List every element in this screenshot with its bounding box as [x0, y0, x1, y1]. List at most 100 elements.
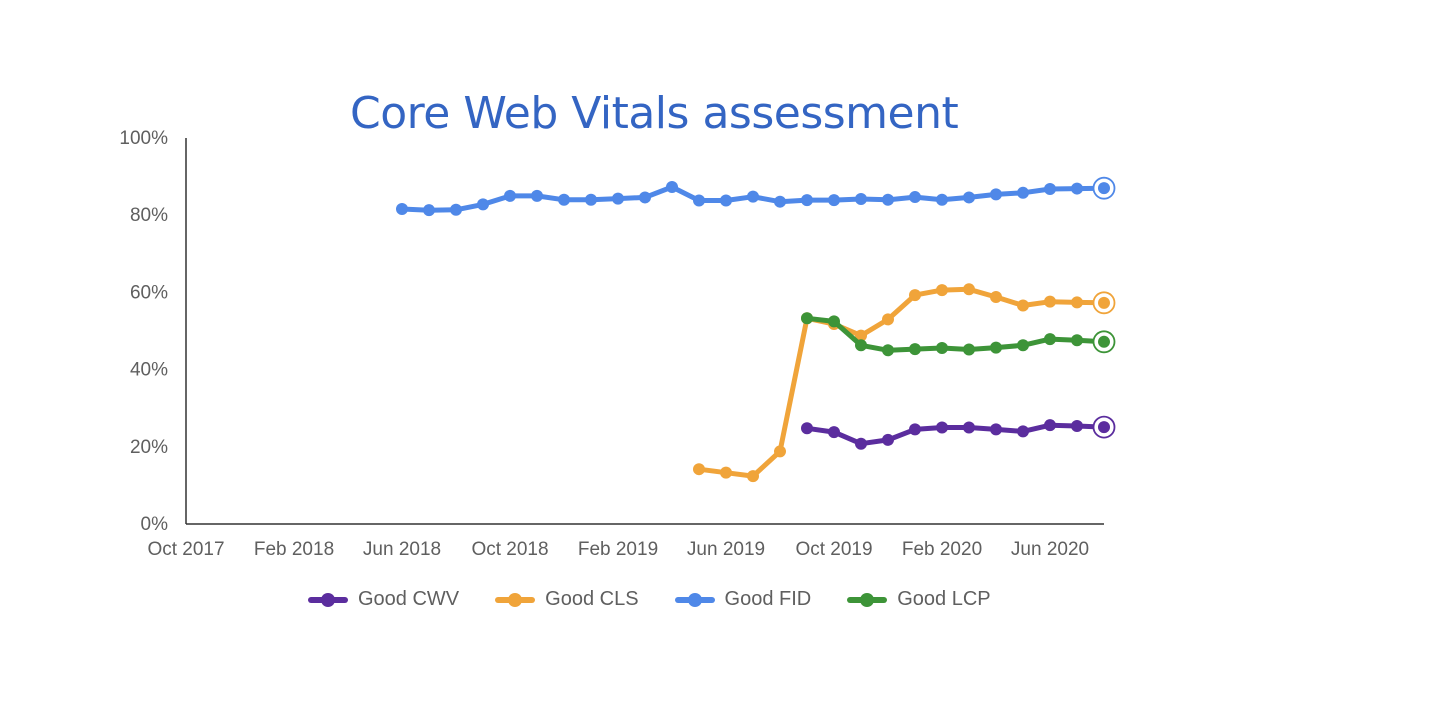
legend-label: Good CLS — [545, 588, 639, 610]
data-point — [990, 423, 1002, 436]
data-point — [963, 421, 975, 434]
series-good-cwv — [801, 415, 1116, 450]
data-point — [774, 445, 786, 458]
data-point — [1017, 339, 1029, 352]
legend-swatch — [495, 592, 536, 607]
data-point — [801, 312, 813, 325]
data-point — [882, 313, 894, 326]
legend-swatch-dot — [860, 592, 875, 607]
legend-swatch-dot — [687, 592, 702, 607]
legend-item: Good CWV — [308, 588, 459, 611]
data-point — [450, 203, 462, 216]
last-data-point — [1098, 335, 1110, 348]
data-point — [720, 466, 732, 479]
data-point — [504, 189, 516, 202]
last-data-point — [1098, 182, 1110, 195]
data-point — [855, 329, 867, 342]
data-point — [747, 190, 759, 203]
data-point — [585, 193, 597, 206]
data-point — [1044, 182, 1056, 195]
series-line — [804, 422, 1107, 447]
data-point — [693, 194, 705, 207]
data-point — [1044, 419, 1056, 432]
data-point — [936, 421, 948, 434]
legend-swatch-dot — [508, 592, 523, 607]
series-line — [804, 315, 1107, 353]
legend-swatch — [847, 592, 888, 607]
y-tick-label: 0% — [141, 514, 169, 535]
x-tick-label: Jun 2019 — [687, 539, 765, 560]
data-point — [801, 422, 813, 435]
data-point — [774, 195, 786, 208]
data-point — [909, 343, 921, 356]
series-good-cls — [693, 283, 1116, 483]
data-point — [1017, 299, 1029, 312]
data-point — [423, 204, 435, 217]
data-point — [828, 194, 840, 207]
x-tick-label: Feb 2020 — [902, 539, 982, 560]
series-good-fid — [396, 176, 1116, 217]
data-point — [747, 470, 759, 483]
series-lines — [396, 176, 1116, 483]
data-point — [882, 344, 894, 357]
legend-item: Good LCP — [847, 588, 991, 611]
data-point — [558, 193, 570, 206]
data-point — [801, 194, 813, 207]
y-tick-label: 60% — [130, 282, 168, 303]
data-point — [666, 181, 678, 194]
legend-item: Good CLS — [495, 588, 639, 611]
legend-label: Good FID — [724, 588, 812, 610]
data-point — [531, 189, 543, 202]
chart-title: Core Web Vitals assessment — [350, 88, 959, 139]
data-point — [1071, 419, 1083, 432]
y-tick-label: 40% — [130, 360, 168, 381]
data-point — [990, 291, 1002, 304]
x-tick-label: Oct 2019 — [795, 539, 872, 560]
x-tick-label: Feb 2019 — [578, 539, 658, 560]
data-point — [1071, 334, 1083, 347]
data-point — [882, 433, 894, 446]
data-point — [936, 193, 948, 206]
series-good-lcp — [801, 312, 1116, 357]
data-point — [990, 341, 1002, 354]
data-point — [909, 423, 921, 436]
chart-legend: Good CWV Good CLS Good FID Good LCP — [308, 588, 1027, 611]
data-point — [936, 341, 948, 354]
data-point — [828, 315, 840, 328]
data-point — [1017, 425, 1029, 438]
legend-item: Good FID — [674, 588, 812, 611]
last-data-point — [1098, 421, 1110, 434]
data-point — [396, 203, 408, 216]
series-line — [696, 286, 1107, 479]
last-data-point — [1098, 296, 1110, 309]
data-point — [855, 437, 867, 450]
x-tick-label: Oct 2018 — [471, 539, 548, 560]
data-point — [963, 191, 975, 204]
data-point — [1071, 296, 1083, 309]
y-tick-label: 80% — [130, 205, 168, 226]
x-tick-label: Oct 2017 — [147, 539, 224, 560]
data-point — [909, 191, 921, 204]
data-point — [1071, 182, 1083, 195]
axes: 0% 20% 40% 60% 80% 100% Oct 2017 Feb 2018 Jun 20… — [119, 128, 1104, 560]
data-point — [1044, 295, 1056, 308]
data-point — [1044, 333, 1056, 346]
data-point — [639, 191, 651, 204]
data-point — [612, 192, 624, 205]
data-point — [828, 426, 840, 439]
data-point — [855, 192, 867, 205]
legend-label: Good LCP — [897, 588, 991, 610]
x-tick-label: Jun 2020 — [1011, 539, 1089, 560]
data-point — [477, 198, 489, 211]
data-point — [909, 289, 921, 302]
y-tick-label: 100% — [119, 128, 168, 149]
legend-swatch-dot — [321, 592, 335, 607]
data-point — [963, 343, 975, 356]
x-tick-label: Jun 2018 — [363, 539, 441, 560]
legend-label: Good CWV — [358, 588, 460, 610]
data-point — [693, 463, 705, 476]
data-point — [855, 339, 867, 352]
data-point — [963, 283, 975, 296]
